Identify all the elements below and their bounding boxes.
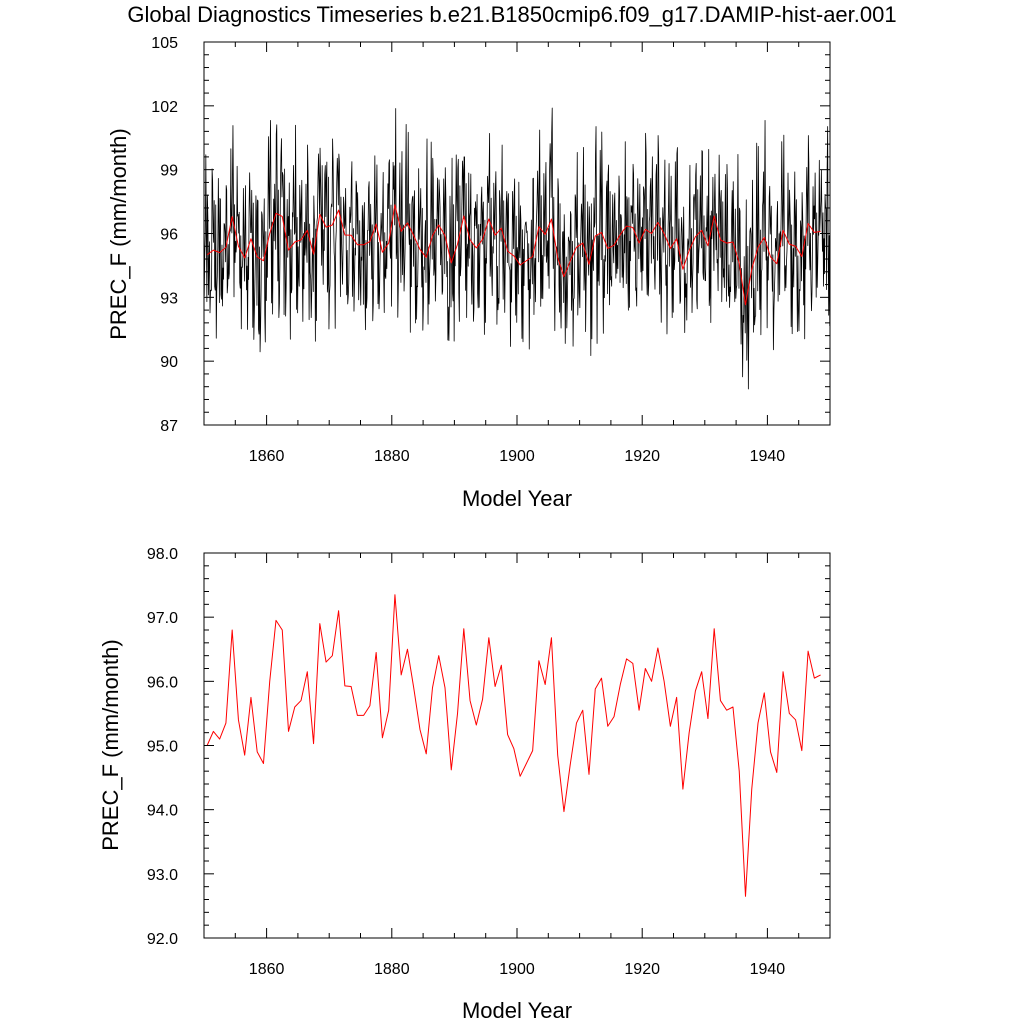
bottom-annual-mean-panel: 1860 1880 1900 1920 1940 92.0 93.0 94.0 95.0 96.0… xyxy=(98,546,831,1023)
x-axis-label: Model Year xyxy=(462,998,572,1023)
x-tick-label: 1940 xyxy=(750,961,786,978)
x-tick-label: 1900 xyxy=(499,448,535,465)
y-tick-label: 92.0 xyxy=(147,931,178,948)
y-tick-label: 102 xyxy=(151,99,178,116)
x-tick-label: 1920 xyxy=(624,448,660,465)
x-tick-label: 1860 xyxy=(249,448,285,465)
y-tick-label: 96.0 xyxy=(147,674,178,691)
y-tick-label: 96 xyxy=(160,227,178,244)
y-tick-label: 94.0 xyxy=(147,803,178,820)
y-tick-label: 98.0 xyxy=(147,546,178,563)
x-axis-label: Model Year xyxy=(462,486,572,511)
x-tick-label: 1860 xyxy=(249,961,285,978)
monthly-series-line xyxy=(203,107,831,390)
y-tick-label: 87 xyxy=(160,418,178,435)
y-tick-label: 97.0 xyxy=(147,610,178,627)
plot-frame xyxy=(203,552,831,939)
x-tick-label: 1920 xyxy=(624,961,660,978)
y-axis-label: PREC_F (mm/month) xyxy=(98,639,123,850)
x-tick-label: 1880 xyxy=(374,961,410,978)
y-tick-label: 99 xyxy=(160,163,178,180)
y-tick-label: 105 xyxy=(151,35,178,52)
y-tick-label: 93 xyxy=(160,290,178,307)
x-tick-label: 1940 xyxy=(750,448,786,465)
plot-frame xyxy=(203,41,831,426)
y-tick-label: 90 xyxy=(160,354,178,371)
y-tick-label: 93.0 xyxy=(147,867,178,884)
top-timeseries-panel: 1860 1880 1900 1920 1940 87 90 93 96 99 102 105 Mode… xyxy=(106,35,831,511)
x-tick-label: 1880 xyxy=(374,448,410,465)
x-tick-label: 1900 xyxy=(499,961,535,978)
figure-title: Global Diagnostics Timeseries b.e21.B185… xyxy=(127,2,896,27)
annual-mean-series-line xyxy=(206,204,821,306)
y-tick-label: 95.0 xyxy=(147,739,178,756)
annual-mean-series-line xyxy=(206,594,821,897)
y-axis-label: PREC_F (mm/month) xyxy=(106,128,131,339)
